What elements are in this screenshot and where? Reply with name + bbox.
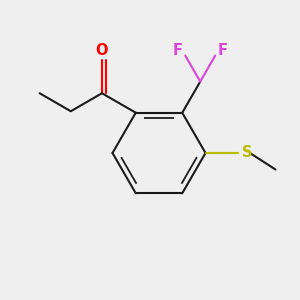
Text: O: O	[96, 43, 108, 58]
Text: S: S	[242, 145, 252, 160]
Text: F: F	[173, 43, 183, 58]
Text: F: F	[218, 43, 228, 58]
